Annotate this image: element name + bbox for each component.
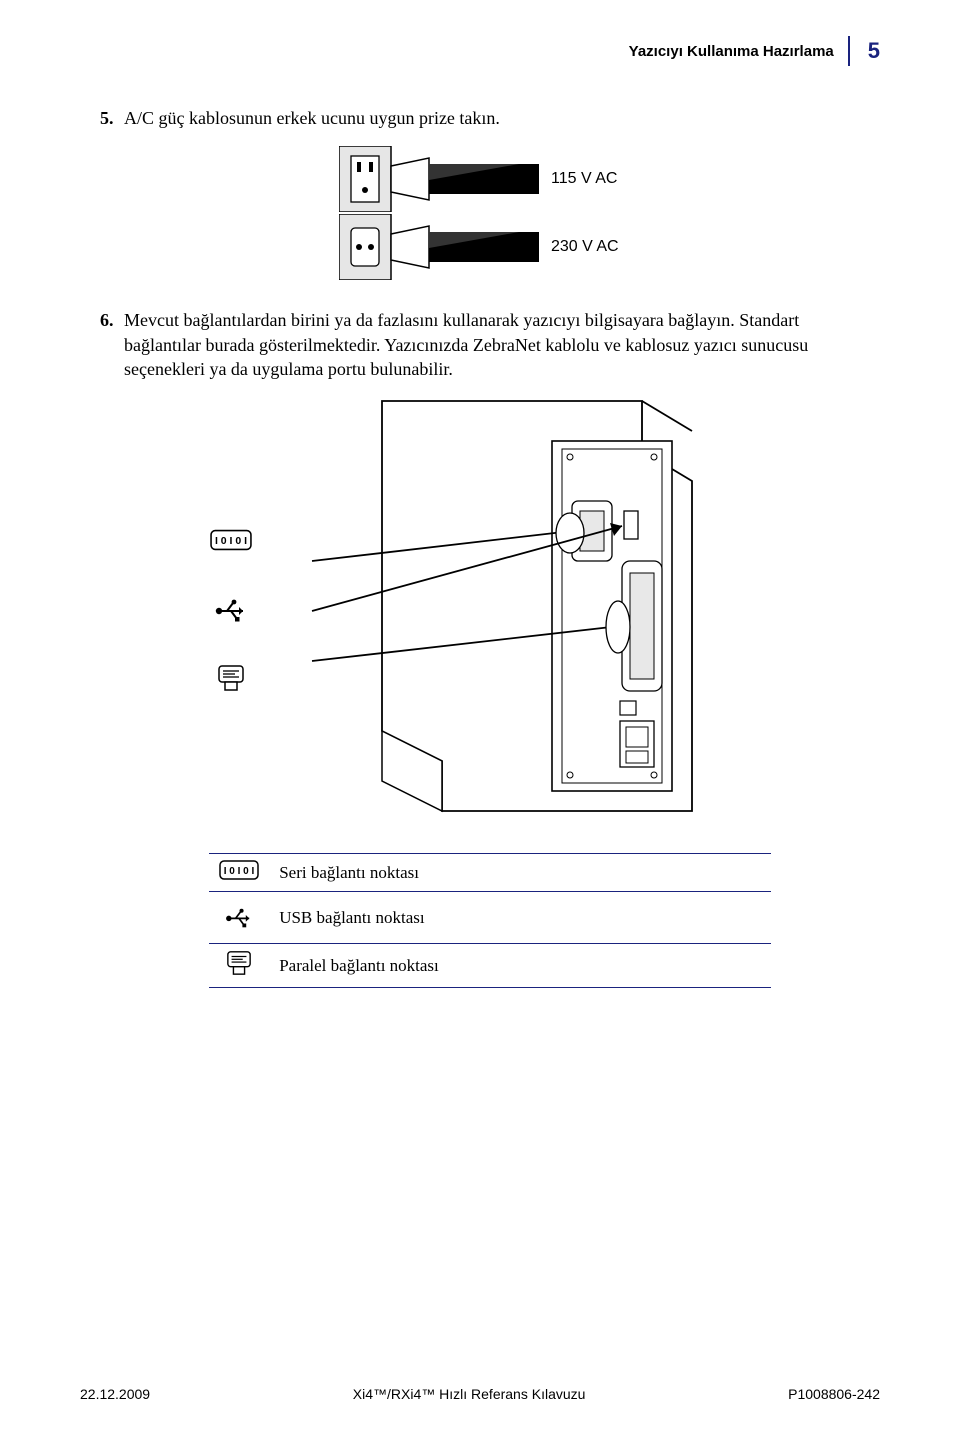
footer-title: Xi4™/RXi4™ Hızlı Referans Kılavuzu (353, 1386, 586, 1402)
parallel-icon (210, 663, 252, 693)
step-number: 5. (100, 106, 124, 130)
page-footer: 22.12.2009 Xi4™/RXi4™ Hızlı Referans Kıl… (80, 1386, 880, 1402)
legend-row-parallel: Paralel bağlantı noktası (209, 944, 771, 988)
usb-icon (209, 892, 269, 944)
step-6: 6. Mevcut bağlantılardan birini ya da fa… (100, 308, 880, 381)
ac-230-label: 230 V AC (551, 238, 641, 256)
ac-115-label: 115 V AC (551, 170, 641, 188)
legend-label: Seri bağlantı noktası (269, 854, 771, 892)
page-number: 5 (868, 38, 880, 64)
plug-230-icon (339, 214, 539, 280)
legend-label: USB bağlantı noktası (269, 892, 771, 944)
step-text: Mevcut bağlantılardan birini ya da fazla… (124, 308, 880, 381)
step-text: A/C güç kablosunun erkek ucunu uygun pri… (124, 106, 880, 130)
parallel-icon (209, 944, 269, 988)
port-legend-table: Seri bağlantı noktası USB bağlantı nokta… (209, 853, 771, 988)
usb-icon (210, 587, 252, 627)
serial-icon (209, 854, 269, 892)
legend-row-usb: USB bağlantı noktası (209, 892, 771, 944)
page-header: Yazıcıyı Kullanıma Hazırlama 5 (100, 36, 880, 66)
footer-date: 22.12.2009 (80, 1386, 150, 1402)
serial-icon (210, 529, 252, 551)
plug-115-icon (339, 146, 539, 212)
legend-row-serial: Seri bağlantı noktası (209, 854, 771, 892)
power-plug-figure: 115 V AC 230 V AC (100, 146, 880, 280)
step-number: 6. (100, 308, 124, 381)
printer-figure (210, 391, 770, 831)
footer-docnum: P1008806-242 (788, 1386, 880, 1402)
printer-rear-diagram (272, 391, 712, 831)
legend-label: Paralel bağlantı noktası (269, 944, 771, 988)
step-5: 5. A/C güç kablosunun erkek ucunu uygun … (100, 106, 880, 130)
header-title: Yazıcıyı Kullanıma Hazırlama (629, 43, 834, 60)
header-divider (848, 36, 850, 66)
